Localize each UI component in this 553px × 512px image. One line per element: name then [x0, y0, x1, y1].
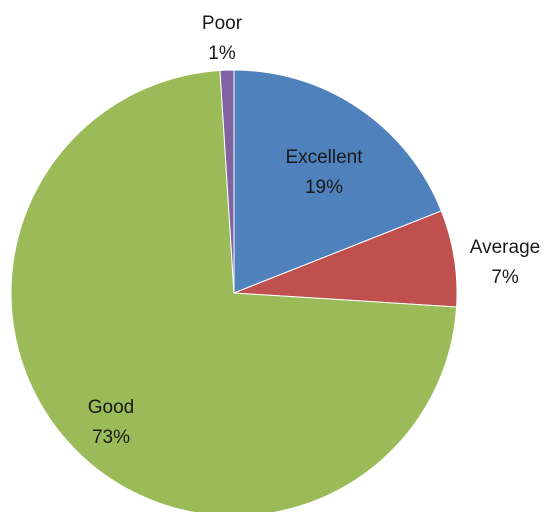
slice-label-poor-name: Poor	[202, 13, 243, 34]
slice-label-good-name: Good	[88, 397, 134, 418]
pie-slices	[10, 69, 458, 512]
slice-label-poor-value: 1%	[208, 43, 236, 64]
slice-label-average-name: Average	[470, 237, 540, 258]
slice-label-good: Good 73%	[88, 397, 134, 448]
pie-slice-excellent	[233, 69, 442, 294]
pie-slice-poor	[219, 69, 235, 294]
slice-label-poor: Poor 1%	[202, 13, 243, 64]
slice-label-average: Average 7%	[470, 237, 540, 288]
slice-label-average-value: 7%	[491, 267, 519, 288]
slice-label-good-value: 73%	[92, 427, 130, 448]
slice-label-excellent-name: Excellent	[285, 147, 363, 168]
slice-label-excellent-value: 19%	[305, 177, 343, 198]
slice-label-excellent: Excellent 19%	[285, 147, 363, 198]
